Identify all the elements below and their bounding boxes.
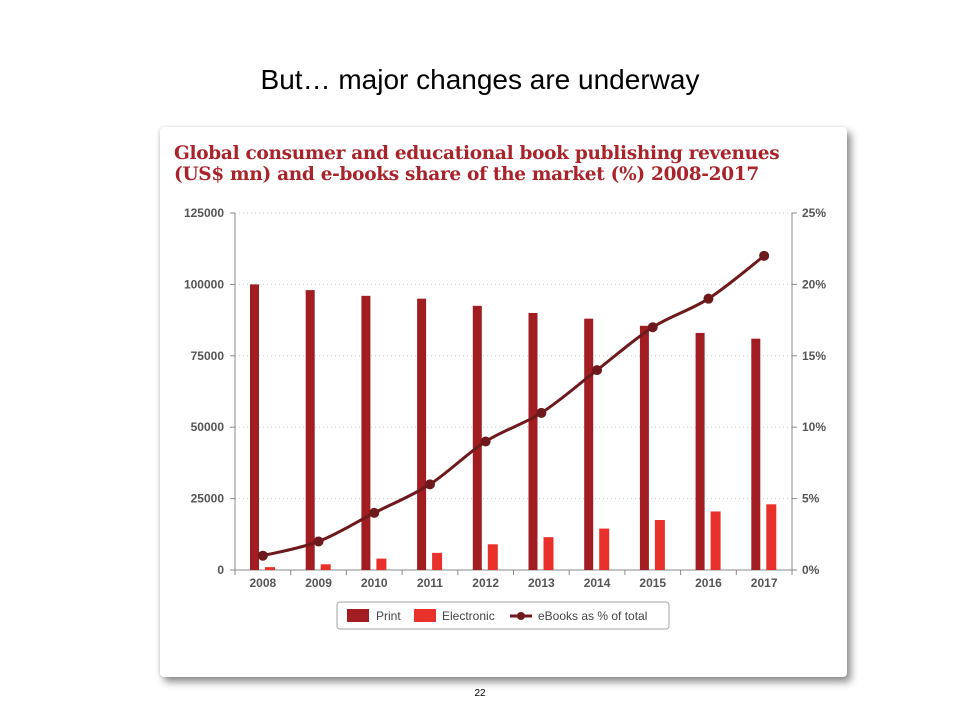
- ebooks-share-point-2009: [313, 536, 324, 547]
- legend-swatch-print: [347, 609, 369, 622]
- y-right-tick-label: 20%: [802, 277, 826, 291]
- bar-electronic-2017: [766, 504, 777, 570]
- bar-print-2009: [305, 290, 315, 570]
- ebooks-share-point-2016: [703, 293, 714, 304]
- x-tick-label: 2011: [417, 576, 443, 590]
- combo-chart: 0 25000 50000 75000 100000 125000 0% 5% 10% 15% 20…: [184, 206, 826, 630]
- bar-electronic-2009: [320, 564, 331, 570]
- bar-print-2010: [361, 295, 371, 570]
- legend-label-ebooks: eBooks as % of total: [538, 609, 647, 623]
- x-tick-label: 2017: [751, 576, 778, 590]
- bar-print-2011: [417, 298, 427, 570]
- bar-electronic-2008: [265, 567, 275, 570]
- y-right-tick-label: 5%: [802, 492, 820, 506]
- ebooks-share-point-2017: [759, 250, 770, 261]
- slide-title: But… major changes are underway: [260, 64, 700, 95]
- ebooks-share-point-2011: [424, 479, 435, 490]
- ebooks-share-point-2008: [257, 550, 268, 561]
- y-left-tick-label: 25000: [191, 492, 225, 506]
- x-tick-label: 2010: [361, 576, 388, 590]
- bar-electronic-2010: [376, 558, 387, 570]
- ebooks-share-point-2012: [480, 436, 491, 447]
- legend-label-print: Print: [376, 609, 401, 623]
- legend-marker-ebooks: [517, 612, 525, 620]
- bar-electronic-2016: [710, 511, 721, 570]
- x-tick-label: 2015: [639, 576, 666, 590]
- chart-title: Global consumer and educational book pub…: [174, 143, 780, 185]
- bar-print-2013: [528, 312, 538, 570]
- bar-print-2015: [639, 325, 649, 570]
- y-left-tick-label: 100000: [184, 277, 224, 291]
- x-tick-label: 2014: [584, 576, 611, 590]
- bar-print-2014: [584, 318, 594, 570]
- page-number: 22: [474, 688, 486, 699]
- y-left-tick-label: 0: [217, 563, 224, 577]
- y-right-tick-label: 0%: [802, 563, 820, 577]
- legend-swatch-electronic: [414, 609, 436, 622]
- bar-electronic-2013: [543, 537, 554, 570]
- y-left-tick-label: 125000: [184, 206, 224, 220]
- y-right-tick-label: 25%: [802, 206, 826, 220]
- x-tick-label: 2016: [695, 576, 722, 590]
- bar-print-2008: [250, 284, 259, 570]
- ebooks-share-point-2014: [592, 365, 603, 376]
- ebooks-share-point-2015: [647, 322, 658, 333]
- x-tick-label: 2013: [528, 576, 555, 590]
- x-tick-label: 2009: [305, 576, 332, 590]
- bar-print-2017: [751, 338, 761, 570]
- bar-print-2012: [472, 305, 482, 570]
- y-right-tick-label: 10%: [802, 420, 826, 434]
- y-right-tick-label: 15%: [802, 349, 826, 363]
- x-tick-label: 2012: [472, 576, 499, 590]
- bar-print-2016: [695, 332, 705, 570]
- bar-electronic-2011: [432, 552, 443, 570]
- chart-card: Global consumer and educational book pub…: [160, 127, 847, 677]
- x-tick-label: 2008: [249, 576, 276, 590]
- ebooks-share-point-2013: [536, 407, 547, 418]
- ebooks-share-line: [262, 254, 766, 558]
- y-left-tick-label: 75000: [191, 349, 225, 363]
- legend-label-electronic: Electronic: [442, 609, 495, 623]
- legend-box: [336, 601, 670, 630]
- bar-electronic-2012: [487, 544, 498, 570]
- ebooks-share-point-2010: [369, 507, 380, 518]
- bar-electronic-2015: [654, 520, 665, 570]
- bar-electronic-2014: [599, 528, 610, 570]
- y-left-tick-label: 50000: [191, 420, 225, 434]
